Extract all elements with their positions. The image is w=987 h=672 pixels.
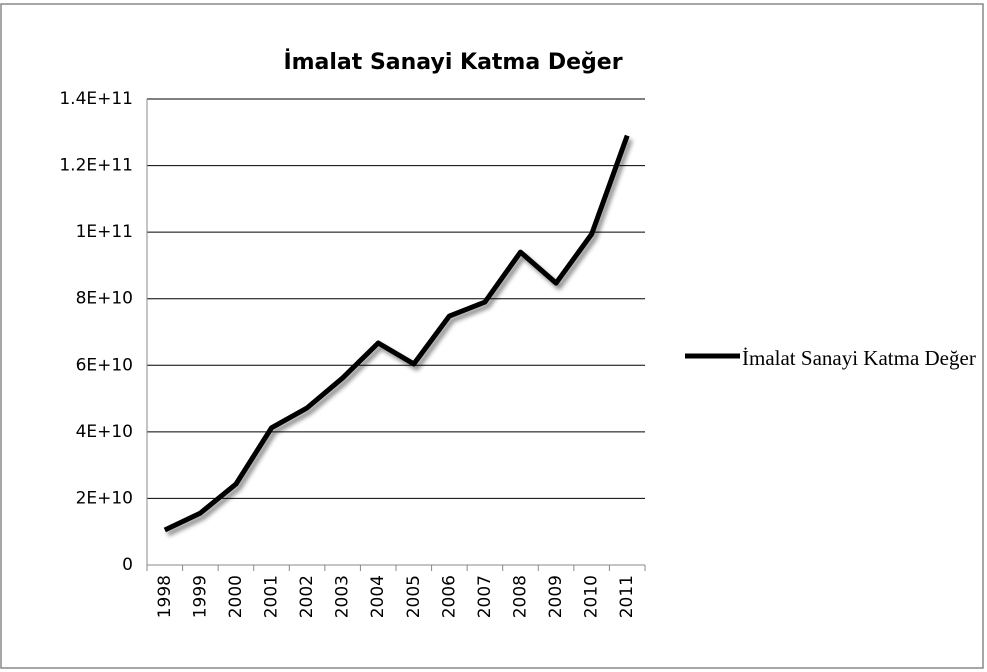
x-tick-label: 2007 bbox=[475, 575, 495, 618]
x-tick-label: 2011 bbox=[617, 575, 637, 618]
x-tick-label: 2001 bbox=[262, 575, 282, 618]
x-tick-label: 1999 bbox=[190, 575, 210, 618]
y-tick-label: 8E+10 bbox=[76, 289, 133, 309]
x-tick-label: 2000 bbox=[226, 575, 246, 618]
x-tick-label: 2008 bbox=[511, 575, 531, 618]
chart-frame bbox=[0, 3, 984, 669]
chart-title: İmalat Sanayi Katma Değer bbox=[283, 49, 622, 75]
x-tick-label: 1998 bbox=[155, 575, 175, 618]
x-tick-label: 2002 bbox=[297, 575, 317, 618]
y-tick-label: 2E+10 bbox=[76, 488, 133, 508]
legend-label: İmalat Sanayi Katma Değer bbox=[742, 346, 976, 370]
x-tick-label: 2006 bbox=[439, 575, 459, 618]
y-tick-label: 1E+11 bbox=[76, 222, 133, 242]
data-line bbox=[163, 134, 630, 533]
y-tick-label: 0 bbox=[122, 555, 133, 575]
y-tick-label: 1.2E+11 bbox=[59, 156, 133, 176]
y-tick-label: 1.4E+11 bbox=[59, 89, 133, 109]
y-tick-label: 4E+10 bbox=[76, 422, 133, 442]
y-tick-label: 6E+10 bbox=[76, 355, 133, 375]
x-tick-label: 2010 bbox=[582, 575, 602, 618]
x-tick-label: 2005 bbox=[404, 575, 424, 618]
x-tick-label: 2004 bbox=[368, 575, 388, 618]
x-tick-label: 2003 bbox=[333, 575, 353, 618]
x-tick-label: 2009 bbox=[546, 575, 566, 618]
